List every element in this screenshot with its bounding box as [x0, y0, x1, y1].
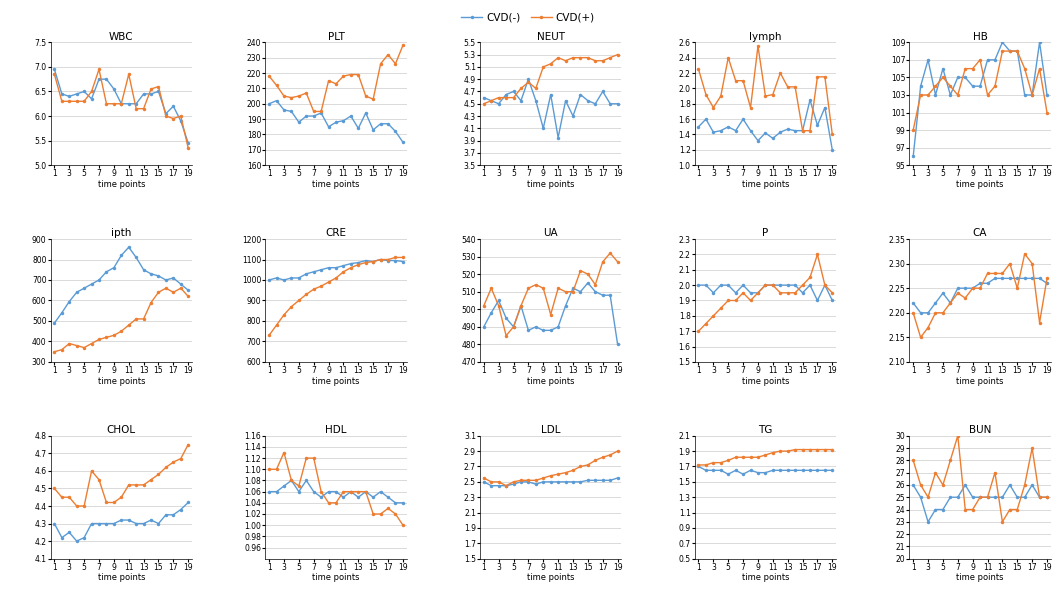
Title: lymph: lymph	[749, 31, 781, 42]
Title: BUN: BUN	[969, 425, 992, 435]
Title: UA: UA	[544, 228, 558, 238]
Title: ipth: ipth	[111, 228, 132, 238]
X-axis label: time points: time points	[957, 376, 1004, 385]
X-axis label: time points: time points	[313, 180, 360, 189]
Title: CA: CA	[973, 228, 987, 238]
Title: NEUT: NEUT	[536, 31, 565, 42]
Title: CRE: CRE	[325, 228, 346, 238]
Title: PLT: PLT	[327, 31, 344, 42]
Title: CHOL: CHOL	[107, 425, 136, 435]
Title: HB: HB	[973, 31, 987, 42]
X-axis label: time points: time points	[313, 573, 360, 582]
X-axis label: time points: time points	[527, 376, 574, 385]
Title: TG: TG	[758, 425, 773, 435]
X-axis label: time points: time points	[97, 376, 145, 385]
Title: P: P	[762, 228, 769, 238]
Title: HDL: HDL	[325, 425, 346, 435]
Title: LDL: LDL	[541, 425, 561, 435]
X-axis label: time points: time points	[741, 180, 789, 189]
X-axis label: time points: time points	[313, 376, 360, 385]
X-axis label: time points: time points	[741, 573, 789, 582]
Legend: CVD(-), CVD(+): CVD(-), CVD(+)	[457, 8, 599, 27]
X-axis label: time points: time points	[957, 180, 1004, 189]
X-axis label: time points: time points	[741, 376, 789, 385]
X-axis label: time points: time points	[97, 573, 145, 582]
X-axis label: time points: time points	[527, 180, 574, 189]
X-axis label: time points: time points	[97, 180, 145, 189]
X-axis label: time points: time points	[957, 573, 1004, 582]
Title: WBC: WBC	[109, 31, 134, 42]
X-axis label: time points: time points	[527, 573, 574, 582]
